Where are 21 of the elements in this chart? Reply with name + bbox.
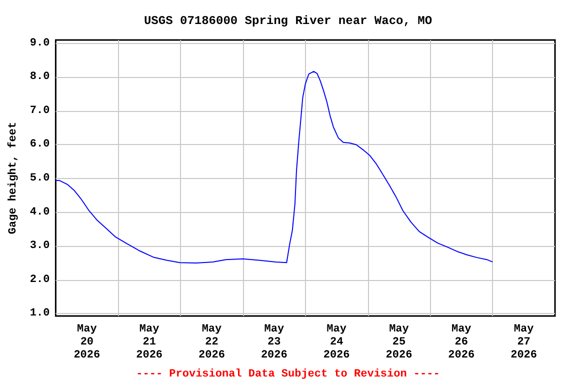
line-series [55, 70, 494, 264]
x-tick-label: May 26 2026 [448, 324, 475, 362]
x-tick-label: May 25 2026 [386, 324, 412, 362]
y-tick-label: 3.0 [30, 240, 50, 252]
y-tick-label: 5.0 [30, 172, 50, 185]
y-tick-label: 9.0 [30, 37, 50, 50]
x-tick-label: May 22 2026 [198, 324, 225, 362]
text: ---- Provisional Data Subject to Revision ---- [136, 368, 440, 380]
x-tick-label: May 24 2026 [323, 324, 350, 362]
y-tick-label: 7.0 [30, 104, 50, 117]
x-tick-label: May 27 2026 [510, 324, 537, 362]
y-tick-label: 1.0 [30, 308, 50, 320]
y-tick-label: 6.0 [30, 138, 50, 151]
x-tick-label: May 20 2026 [74, 324, 100, 362]
y-tick-label: 2.0 [30, 274, 50, 286]
y-tick-label: 8.0 [30, 71, 50, 84]
y-axis-title: Gage height, feet [6, 122, 20, 234]
x-tick-label: May 21 2026 [136, 324, 163, 362]
x-tick-label: May 23 2026 [260, 324, 288, 362]
y-tick-label: 4.0 [30, 206, 50, 218]
chart-title: USGS 07186000 Spring River near Waco, MO [144, 14, 432, 28]
